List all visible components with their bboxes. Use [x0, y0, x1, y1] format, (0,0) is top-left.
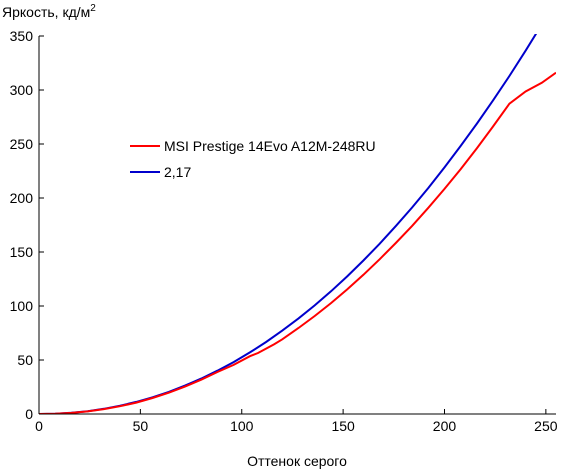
y-axis-title: Яркость, кд/м2	[2, 3, 96, 20]
y-tick-label: 350	[10, 28, 34, 44]
y-tick-label: 50	[17, 352, 33, 368]
x-tick-label: 0	[35, 418, 43, 434]
axes	[38, 35, 556, 415]
plot-area	[39, 34, 556, 414]
x-tick-label: 250	[534, 418, 558, 434]
y-axis-title-superscript: 2	[90, 3, 96, 14]
series-line-1	[39, 71, 556, 414]
legend-label-1: MSI Prestige 14Evo A12M-248RU	[164, 138, 376, 154]
y-tick-label: 200	[10, 190, 34, 206]
x-tick-label: 150	[331, 418, 355, 434]
tick-labels: 0 50 100 150 200 250 0 50 100 150 200 250 300 350	[10, 28, 558, 434]
y-tick-label: 0	[25, 406, 33, 422]
x-axis-title: Оттенок серого	[247, 453, 347, 469]
legend: MSI Prestige 14Evo A12M-248RU 2,17	[130, 138, 376, 180]
legend-label-2: 2,17	[164, 164, 191, 180]
y-tick-label: 300	[10, 82, 34, 98]
x-tick-label: 50	[133, 418, 149, 434]
x-tick-label: 100	[230, 418, 254, 434]
y-tick-label: 100	[10, 298, 34, 314]
y-tick-label: 250	[10, 136, 34, 152]
x-tick-label: 200	[433, 418, 457, 434]
y-tick-label: 150	[10, 244, 34, 260]
y-axis-title-text: Яркость, кд/м	[2, 4, 90, 20]
series-line-2	[39, 34, 538, 414]
